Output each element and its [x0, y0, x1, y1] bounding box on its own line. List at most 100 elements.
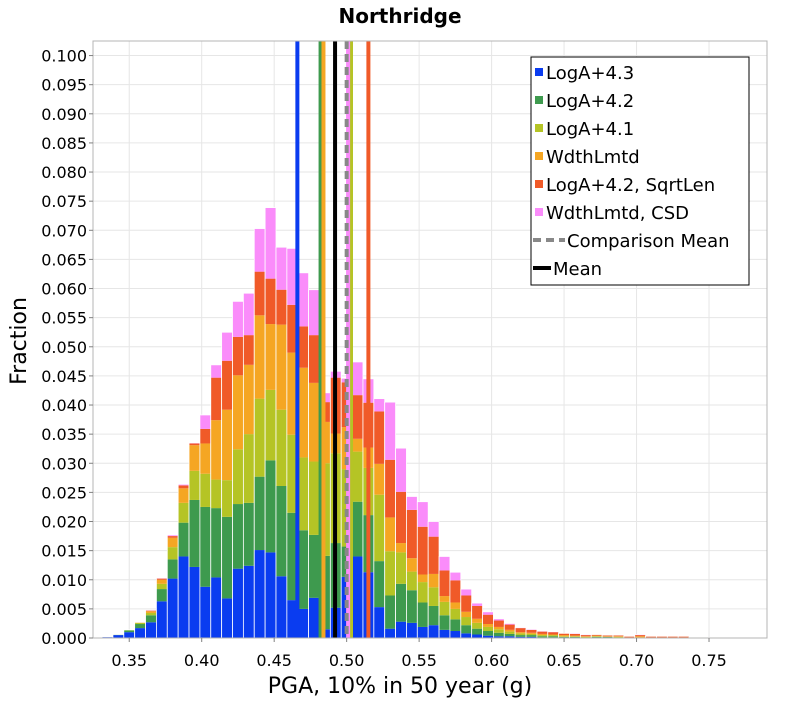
bar-s0-bin19: [297, 608, 309, 638]
bar-s0-bin34: [460, 633, 472, 638]
bar-s5-bin17: [275, 247, 287, 290]
bar-s1-bin28: [395, 583, 407, 622]
bar-s4-bin13: [232, 336, 244, 376]
bar-s1-bin39: [515, 635, 527, 637]
bar-s1-bin19: [297, 530, 309, 609]
bar-s1-bin10: [199, 506, 211, 587]
legend-swatch-0: [535, 68, 543, 76]
bar-s3-bin9: [189, 445, 200, 471]
bar-s1-bin16: [265, 460, 276, 553]
bar-s3-bin38: [504, 629, 516, 632]
bar-s1-bin5: [145, 615, 157, 623]
bar-s3-bin17: [275, 324, 287, 410]
bar-s5-bin12: [221, 332, 233, 361]
bar-s3-bin39: [515, 632, 527, 634]
bar-s1-bin26: [373, 561, 385, 608]
bar-s3-bin28: [395, 543, 407, 553]
bar-s4-bin53: [667, 636, 679, 638]
bar-s2-bin40: [526, 633, 537, 636]
x-tick-label-1: 0.40: [184, 651, 220, 670]
bar-s2-bin19: [297, 457, 309, 531]
bar-s4-bin12: [221, 360, 233, 410]
bar-s4-bin43: [558, 633, 570, 636]
bar-s0-bin3: [123, 632, 135, 638]
bar-s4-bin48: [612, 635, 624, 637]
bar-s0-bin28: [395, 621, 407, 638]
y-tick-label-2: 0.010: [41, 571, 87, 590]
bar-s2-bin43: [558, 636, 570, 637]
bar-s0-bin10: [199, 586, 211, 638]
bar-s4-bin6: [156, 578, 168, 580]
bar-s4-bin8: [178, 485, 190, 489]
bar-s3-bin35: [471, 618, 483, 623]
bar-s2-bin9: [189, 470, 200, 500]
bar-s3-bin7: [167, 537, 179, 548]
bar-s0-bin27: [384, 628, 396, 638]
y-tick-label-11: 0.055: [41, 309, 87, 328]
x-tick-label-5: 0.60: [474, 651, 510, 670]
bar-s2-bin14: [243, 434, 255, 503]
bar-s1-bin6: [156, 589, 168, 602]
legend-swatch-2: [535, 124, 543, 132]
bar-s0-bin39: [515, 636, 527, 638]
bar-s5-bin16: [265, 207, 276, 279]
bar-s1-bin29: [406, 590, 418, 623]
bar-s4-bin47: [602, 635, 613, 637]
y-tick-label-13: 0.065: [41, 250, 87, 269]
bar-s1-bin8: [178, 522, 190, 557]
bar-s1-bin37: [493, 632, 505, 637]
bar-s1-bin41: [536, 636, 548, 638]
bar-s3-bin16: [265, 324, 276, 390]
bar-s2-bin24: [352, 451, 363, 502]
bar-s3-bin26: [373, 463, 385, 495]
legend-box: [530, 56, 750, 286]
bar-s2-bin10: [199, 473, 211, 507]
bar-s1-bin3: [123, 630, 135, 633]
bar-s5-bin18: [286, 248, 298, 305]
bar-s0-bin33: [449, 631, 461, 638]
bar-s4-bin50: [634, 635, 646, 637]
bar-s3-bin18: [286, 352, 298, 435]
bar-s5-bin7: [167, 534, 179, 537]
bar-s4-bin33: [449, 580, 461, 603]
bar-s4-bin39: [515, 628, 527, 633]
bar-s3-bin15: [254, 315, 266, 399]
bar-s5-bin35: [471, 603, 483, 606]
bar-s5-bin31: [428, 521, 440, 537]
bar-s3-bin8: [178, 488, 190, 503]
axis-ticks: 0.000 0.005 0.010 0.015 0.020 0.025 0.030 0.035…: [41, 47, 727, 670]
bar-s2-bin11: [210, 479, 222, 509]
bar-s0-bin5: [145, 622, 157, 638]
bar-s1-bin4: [134, 624, 146, 629]
bar-s5-bin13: [232, 301, 244, 337]
bar-s3-bin36: [482, 624, 494, 627]
bar-s5-bin28: [395, 448, 407, 492]
bar-s1-bin33: [449, 619, 461, 632]
bar-s3-bin50: [634, 636, 646, 638]
bar-s5-bin36: [482, 611, 494, 615]
bar-s4-bin42: [547, 632, 559, 635]
bar-s2-bin27: [384, 551, 396, 596]
bar-s0-bin36: [482, 635, 494, 638]
bar-s2-bin30: [417, 582, 429, 603]
bar-s5-bin8: [178, 484, 190, 486]
y-tick-label-16: 0.080: [41, 163, 87, 182]
bar-s3-bin20: [308, 382, 320, 462]
legend-label-1: LogA+4.2: [546, 91, 634, 112]
bar-s2-bin26: [373, 494, 385, 562]
y-tick-label-3: 0.015: [41, 542, 87, 561]
legend-swatch-3: [535, 152, 543, 160]
bar-s1-bin17: [275, 485, 287, 577]
bar-s0-bin15: [254, 550, 266, 638]
bar-s1-bin7: [167, 559, 179, 579]
legend-label-0: LogA+4.3: [546, 63, 634, 84]
bar-s2-bin28: [395, 552, 407, 584]
bar-s2-bin46: [591, 636, 603, 637]
bar-s0-bin13: [232, 568, 244, 638]
bar-s5-bin24: [352, 361, 363, 396]
bar-s2-bin45: [580, 636, 592, 638]
x-tick-label-0: 0.35: [111, 651, 147, 670]
mean-lines-layer: [295, 41, 371, 638]
bar-s3-bin46: [591, 635, 603, 637]
y-tick-label-4: 0.020: [41, 513, 87, 532]
